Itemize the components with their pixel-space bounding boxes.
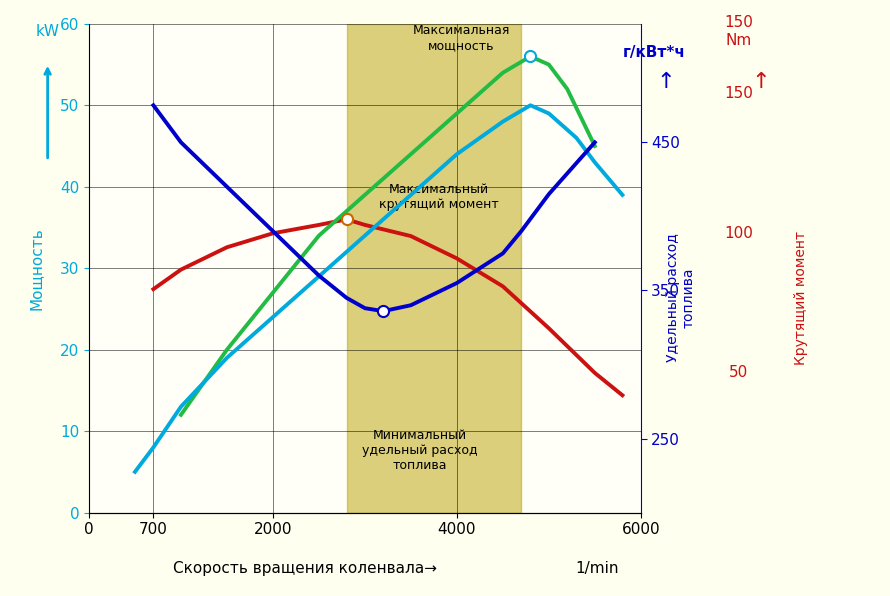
Text: Крутящий момент: Крутящий момент	[794, 231, 808, 365]
Text: Скорость вращения коленвала: Скорость вращения коленвала	[173, 561, 425, 576]
Text: ↑: ↑	[752, 72, 770, 92]
Text: kW: kW	[36, 23, 60, 39]
Text: г/кВт*ч: г/кВт*ч	[623, 45, 685, 60]
Text: Минимальный
удельный расход
топлива: Минимальный удельный расход топлива	[362, 429, 478, 472]
Text: Удельный расход
топлива: Удельный расход топлива	[666, 234, 696, 362]
Text: 50: 50	[729, 365, 748, 380]
Text: 150: 150	[724, 86, 753, 101]
Text: 100: 100	[724, 226, 753, 241]
Text: Максимальный
крутящий момент: Максимальный крутящий момент	[378, 183, 498, 211]
Text: 150
Nm: 150 Nm	[724, 15, 753, 48]
Text: ↑: ↑	[657, 72, 675, 92]
Text: →: →	[161, 561, 437, 576]
Text: Мощность: Мощность	[29, 227, 44, 309]
Text: Максимальная
мощность: Максимальная мощность	[413, 24, 510, 52]
Bar	[346, 24, 522, 513]
Text: 1/min: 1/min	[575, 561, 619, 576]
